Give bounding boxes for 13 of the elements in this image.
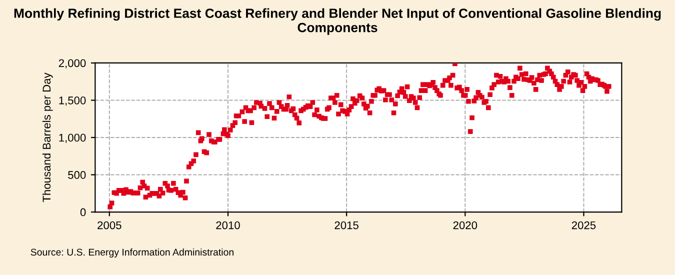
x-tick-label: 2005 xyxy=(98,221,122,230)
y-tick-label: 2,000 xyxy=(58,59,86,68)
x-tick-label: 2025 xyxy=(572,221,596,230)
x-tick-label: 2015 xyxy=(334,221,358,230)
y-tick-label: 500 xyxy=(68,171,86,179)
y-tick-label: 1,000 xyxy=(59,134,86,143)
chart-title: Monthly Refining District East Coast Refinery and Blender Net Input of Conventional Gasoline Blending Components xyxy=(14,8,661,35)
y-axis-title: Thousand Barrels per Day xyxy=(42,72,53,202)
x-tick-label: 2020 xyxy=(453,221,478,230)
source-note: Source: U.S. Energy Information Administration xyxy=(30,248,234,258)
y-tick-label: 1,500 xyxy=(59,96,86,106)
x-tick-label: 2010 xyxy=(216,221,240,230)
y-tick-label: 0 xyxy=(80,208,86,216)
